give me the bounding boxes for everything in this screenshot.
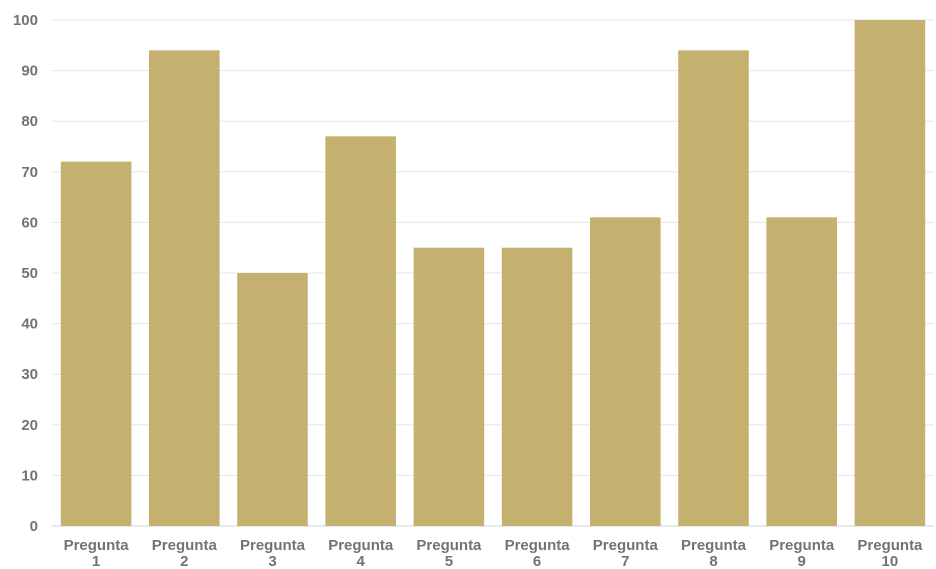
x-tick-label: 3 <box>268 553 276 569</box>
x-tick-label: Pregunta <box>769 537 835 554</box>
x-tick-label: Pregunta <box>681 537 747 554</box>
x-tick-label: 5 <box>445 553 453 569</box>
x-tick-label: 9 <box>798 553 806 569</box>
y-tick-label: 0 <box>30 518 38 535</box>
y-tick-label: 90 <box>21 63 38 80</box>
x-tick-label: Pregunta <box>240 537 306 554</box>
x-tick-label: Pregunta <box>505 537 571 554</box>
bar <box>237 273 308 526</box>
y-tick-label: 30 <box>21 366 38 383</box>
y-tick-label: 60 <box>21 214 38 231</box>
x-axis: Pregunta1Pregunta2Pregunta3Pregunta4Preg… <box>64 537 923 569</box>
x-tick-label: 2 <box>180 553 188 569</box>
y-tick-label: 20 <box>21 417 38 434</box>
bar <box>501 247 573 526</box>
bar <box>766 217 837 526</box>
x-tick-label: 6 <box>533 553 541 569</box>
bar <box>413 247 485 526</box>
bar <box>678 50 749 527</box>
y-axis: 0 10 20 30 40 50 60 70 80 90 100 <box>13 12 38 535</box>
bars <box>60 20 926 527</box>
bar <box>149 50 220 527</box>
x-tick-label: Pregunta <box>416 537 482 554</box>
x-tick-label: Pregunta <box>64 537 130 554</box>
x-tick-label: Pregunta <box>328 537 394 554</box>
x-tick-label: 4 <box>357 553 366 569</box>
x-tick-label: 7 <box>621 553 629 569</box>
y-tick-label: 10 <box>21 467 38 484</box>
y-tick-label: 40 <box>21 316 38 333</box>
y-tick-label: 70 <box>21 164 38 181</box>
x-tick-label: 8 <box>709 553 717 569</box>
y-tick-label: 100 <box>13 12 38 29</box>
bar <box>854 20 926 526</box>
y-tick-label: 80 <box>21 113 38 130</box>
x-tick-label: Pregunta <box>152 537 218 554</box>
bar <box>590 217 661 526</box>
x-tick-label: 1 <box>92 553 100 569</box>
x-tick-label: Pregunta <box>593 537 659 554</box>
y-tick-label: 50 <box>21 265 38 282</box>
x-tick-label: 10 <box>882 553 899 569</box>
bar <box>325 136 396 526</box>
bar <box>60 161 132 526</box>
x-tick-label: Pregunta <box>857 537 923 554</box>
